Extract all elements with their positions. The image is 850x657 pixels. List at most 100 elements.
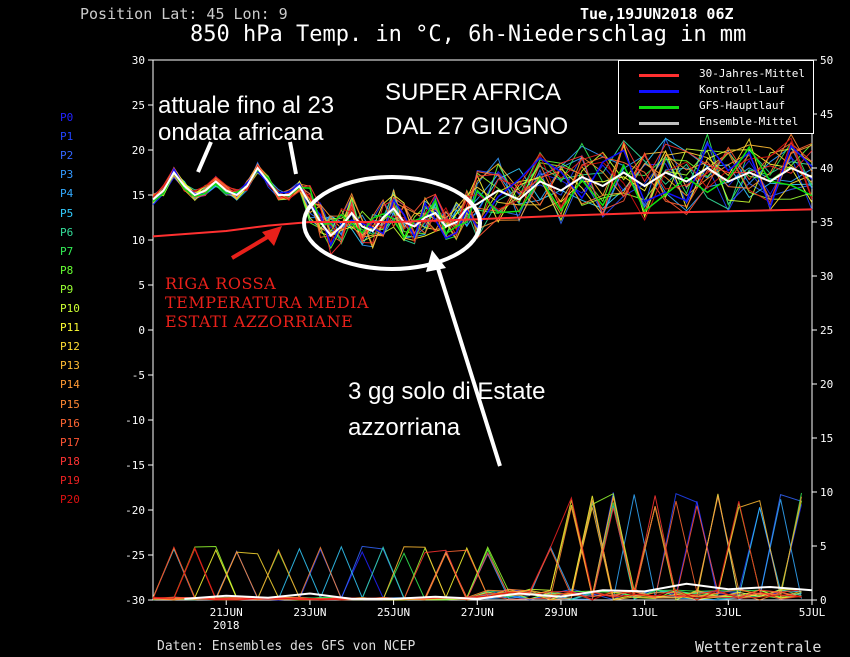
arrow-shaft	[434, 261, 502, 467]
member-label: P0	[60, 111, 74, 124]
x-tick-label: 5JUL	[799, 606, 826, 619]
legend-swatch	[639, 74, 679, 77]
precip-member-line	[152, 495, 802, 601]
y-right-tick-label: 35	[820, 216, 833, 229]
legend-swatch	[639, 122, 679, 125]
member-label: P18	[60, 454, 80, 468]
member-label: P17	[60, 435, 80, 449]
y-left-tick-label: -10	[125, 414, 145, 427]
member-label: P8	[60, 263, 74, 277]
x-tick-label: 23JUN	[293, 606, 326, 619]
x-year-label: 2018	[213, 619, 240, 632]
x-tick-label: 27JUN	[461, 606, 494, 619]
climate-mean-line	[152, 208, 813, 238]
precip-member-line	[152, 493, 802, 601]
member-label: P10	[60, 302, 80, 315]
y-left-tick-label: -20	[125, 504, 145, 517]
member-line	[152, 144, 813, 240]
member-label: P16	[60, 416, 80, 430]
y-left-tick-label: 25	[132, 99, 145, 112]
precip-member-line	[152, 500, 802, 601]
y-right-tick-label: 50	[820, 54, 833, 67]
member-label: P9	[60, 282, 74, 296]
x-tick-label: 25JUN	[377, 606, 410, 619]
y-right-tick-label: 40	[820, 162, 833, 175]
precip-member-line	[152, 546, 802, 601]
y-right-tick-label: 45	[820, 108, 833, 121]
arrow-head	[426, 250, 446, 272]
y-left-tick-label: 30	[132, 54, 145, 67]
precip-member-line	[152, 496, 802, 601]
member-label: P11	[60, 321, 80, 335]
run-line	[152, 145, 813, 240]
x-tick-label: 29JUN	[544, 606, 577, 619]
y-right-tick-label: 5	[820, 540, 827, 553]
precip-member-line	[152, 492, 802, 601]
y-left-tick-label: -15	[125, 459, 145, 472]
red-arrow-head	[262, 226, 282, 246]
member-label: P5	[60, 206, 74, 220]
y-left-tick-label: 15	[132, 189, 145, 202]
precip-member-line	[152, 493, 802, 601]
annotation-azores: 3 gg solo di Estate azzorriana	[348, 374, 545, 446]
legend-swatch	[639, 90, 679, 93]
annotation-line: SUPER AFRICA	[385, 79, 562, 106]
member-label: P4	[60, 187, 74, 201]
y-right-tick-label: 0	[820, 594, 827, 607]
legend-item-gfs: GFS-Hauptlauf	[619, 99, 813, 115]
y-left-tick-label: 5	[138, 279, 145, 292]
x-tick-label: 21JUN	[210, 606, 243, 619]
precip-member-line	[152, 492, 802, 601]
member-label: P19	[60, 473, 80, 487]
y-right-tick-label: 25	[820, 324, 833, 337]
legend-label: Ensemble-Mittel	[699, 115, 799, 128]
y-right-tick-label: 20	[820, 378, 833, 391]
annotation-line: 3 gg solo di Estate	[348, 378, 546, 405]
precip-member-line	[152, 495, 802, 601]
x-tick-label: 3JUL	[715, 606, 742, 619]
brand-label: Wetterzentrale	[695, 638, 822, 656]
annotation-line: RIGA ROSSA	[165, 274, 277, 293]
annotation-current: attuale fino al 23 ondata africana	[158, 92, 334, 146]
y-left-tick-label: -25	[125, 549, 145, 562]
member-label: P13	[60, 359, 80, 373]
legend-label: Kontroll-Lauf	[699, 83, 786, 96]
annotation-line: DAL 27 GIUGNO	[385, 113, 569, 140]
annotation-line: attuale fino al 23	[158, 92, 335, 119]
precip-member-line	[152, 494, 802, 601]
legend-swatch	[639, 106, 679, 109]
annotation-line: ondata africana	[158, 119, 324, 146]
y-left-tick-label: 0	[138, 324, 145, 337]
pointer-stroke	[288, 141, 298, 175]
chart-title: 850 hPa Temp. in °C, 6h-Niederschlag in …	[190, 22, 747, 47]
y-left-tick-label: -5	[132, 369, 145, 382]
precip-member-line	[152, 496, 802, 601]
legend: 30-Jahres-Mittel Kontroll-Lauf GFS-Haupt…	[618, 60, 814, 134]
legend-item-mean: 30-Jahres-Mittel	[619, 67, 813, 83]
precip-member-line	[152, 495, 802, 601]
precip-member-line	[152, 497, 802, 601]
highlight-ellipse	[302, 175, 482, 271]
member-label: P12	[60, 340, 80, 354]
ensemble-mean-line	[152, 166, 813, 237]
member-label: P14	[60, 378, 80, 392]
y-left-tick-label: 10	[132, 234, 145, 247]
precip-member-line	[152, 494, 802, 601]
y-left-tick-label: -30	[125, 594, 145, 607]
annotation-line: ESTATI AZZORRIANE	[165, 312, 354, 331]
annotation-super-africa: SUPER AFRICA DAL 27 GIUGNO	[385, 76, 568, 144]
x-tick-label: 1JUL	[631, 606, 658, 619]
annotation-red-line: RIGA ROSSA TEMPERATURA MEDIA ESTATI AZZO…	[165, 274, 369, 331]
y-right-tick-label: 10	[820, 486, 833, 499]
run-date: Tue,19JUN2018 06Z	[580, 5, 734, 23]
precip-mean-line	[184, 582, 813, 600]
legend-label: 30-Jahres-Mittel	[699, 67, 805, 80]
member-label: P2	[60, 149, 74, 163]
pointer-stroke	[196, 141, 213, 173]
precip-member-line	[152, 492, 802, 601]
legend-item-control: Kontroll-Lauf	[619, 83, 813, 99]
data-source: Daten: Ensembles des GFS von NCEP	[157, 639, 416, 654]
annotation-line: azzorriana	[348, 414, 461, 441]
